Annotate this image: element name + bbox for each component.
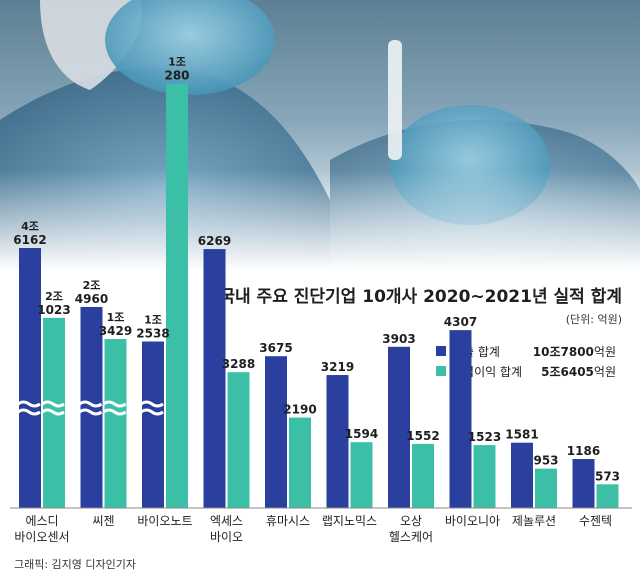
category-label-8-0: 제놀루션 xyxy=(512,514,556,528)
header-photo xyxy=(0,0,640,270)
value-label-0-4-0: 3675 xyxy=(259,341,292,355)
value-label-layer: 4조61622조10232조49601조34291조25381조28062693… xyxy=(13,55,620,483)
category-label-0-1: 바이오센서 xyxy=(14,530,69,544)
value-label-0-2-0: 1조 xyxy=(144,314,162,327)
break-mark-1-0 xyxy=(41,400,65,416)
value-label-1-0-1: 1023 xyxy=(37,303,70,317)
chart-title: 국내 주요 진단기업 10개사 2020~2021년 실적 합계 xyxy=(219,286,622,307)
value-label-1-5-0: 1594 xyxy=(345,427,378,441)
category-label-3-0: 엑세스 xyxy=(210,514,243,528)
break-line-1-0-1 xyxy=(41,408,65,416)
value-label-0-9-0: 1186 xyxy=(567,444,600,458)
category-label-6-1: 헬스케어 xyxy=(389,530,433,544)
legend-total-profit-num: 5조6405 xyxy=(541,365,594,379)
legend-swatch-revenue xyxy=(436,346,446,356)
break-mark-1-1 xyxy=(102,400,127,416)
bar-revenue-0 xyxy=(19,248,41,508)
value-label-0-7-0: 4307 xyxy=(444,315,477,329)
break-line-0-0-1 xyxy=(17,408,41,416)
unit-note: (단위: 억원) xyxy=(566,313,622,326)
legend-total-revenue-unit: 억원 xyxy=(594,345,616,359)
value-label-1-4-0: 2190 xyxy=(283,403,316,417)
value-label-1-6-0: 1552 xyxy=(406,429,439,443)
value-label-0-1-1: 4960 xyxy=(75,292,108,306)
value-label-1-0-0: 2조 xyxy=(45,290,63,303)
bar-profit-8 xyxy=(535,468,557,508)
category-label-3-1: 바이오 xyxy=(210,530,243,544)
break-line-0-2-0 xyxy=(140,400,164,408)
value-label-0-0-1: 6162 xyxy=(13,233,46,247)
bar-revenue-2 xyxy=(142,341,164,508)
category-label-0-0: 에스디 xyxy=(25,514,58,528)
category-label-4-0: 휴마시스 xyxy=(266,514,310,528)
break-mark-0-1 xyxy=(78,400,103,416)
bar-revenue-8 xyxy=(511,442,533,508)
break-mark-0-0 xyxy=(17,400,41,416)
break-mark-0-2 xyxy=(140,400,164,416)
break-line-0-0-0 xyxy=(17,400,41,408)
bar-profit-7 xyxy=(473,445,496,508)
bar-profit-9 xyxy=(596,484,619,508)
category-label-1-0: 씨젠 xyxy=(92,514,114,528)
legend-total-revenue: 10조7800억원 xyxy=(533,345,616,359)
value-label-1-2-0: 1조 xyxy=(168,55,186,68)
bar-profit-3 xyxy=(227,372,250,508)
value-label-1-2-1: 280 xyxy=(164,68,189,82)
bar-profit-2 xyxy=(166,83,188,508)
break-line-1-1-1 xyxy=(102,408,127,416)
legend-total-profit-unit: 억원 xyxy=(594,365,616,379)
category-label-7-0: 바이오니아 xyxy=(445,514,500,528)
value-label-1-8-0: 953 xyxy=(533,454,558,468)
bar-revenue-3 xyxy=(203,249,226,508)
value-label-1-3-0: 3288 xyxy=(222,357,255,371)
bar-profit-4 xyxy=(289,417,311,508)
value-label-0-0-0: 4조 xyxy=(21,220,39,233)
value-label-0-1-0: 2조 xyxy=(83,279,101,292)
bar-revenue-6 xyxy=(388,346,410,508)
value-label-0-6-0: 3903 xyxy=(382,332,415,346)
value-label-1-9-0: 573 xyxy=(595,469,620,483)
bar-revenue-7 xyxy=(449,330,472,508)
category-label-6-0: 오상 xyxy=(400,514,422,528)
legend-swatch-profit xyxy=(436,366,446,376)
legend-total-revenue-num: 10조7800 xyxy=(533,345,594,359)
bar-profit-6 xyxy=(412,443,434,508)
break-line-1-0-0 xyxy=(41,400,65,408)
bar-profit-1 xyxy=(104,339,127,508)
break-line-0-1-1 xyxy=(78,408,103,416)
axis-break-layer xyxy=(17,400,164,416)
category-label-9-0: 수젠텍 xyxy=(579,514,612,528)
legend-total-profit: 5조6405억원 xyxy=(541,365,616,379)
bar-revenue-4 xyxy=(265,356,287,508)
value-label-1-1-0: 1조 xyxy=(107,311,125,324)
break-line-1-1-0 xyxy=(102,400,127,408)
value-label-0-5-0: 3219 xyxy=(321,360,354,374)
bar-profit-5 xyxy=(350,442,373,508)
category-label-2-0: 바이오노트 xyxy=(137,514,192,528)
value-label-0-2-1: 2538 xyxy=(136,327,169,341)
bar-revenue-9 xyxy=(572,459,595,508)
credit: 그래픽: 김지영 디자인기자 xyxy=(14,558,136,571)
bar-revenue-1 xyxy=(80,306,103,508)
value-label-0-3-0: 6269 xyxy=(198,234,231,248)
bar-revenue-5 xyxy=(326,375,349,508)
value-label-0-8-0: 1581 xyxy=(505,428,538,442)
break-line-0-2-1 xyxy=(140,408,164,416)
category-label-5-0: 랩지노믹스 xyxy=(322,514,377,528)
value-label-1-1-1: 3429 xyxy=(99,324,132,338)
value-label-1-7-0: 1523 xyxy=(468,430,501,444)
break-line-0-1-0 xyxy=(78,400,103,408)
